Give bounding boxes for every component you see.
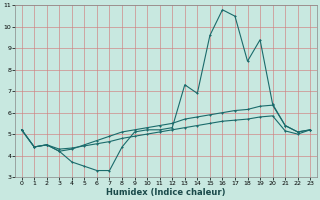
X-axis label: Humidex (Indice chaleur): Humidex (Indice chaleur) xyxy=(106,188,226,197)
